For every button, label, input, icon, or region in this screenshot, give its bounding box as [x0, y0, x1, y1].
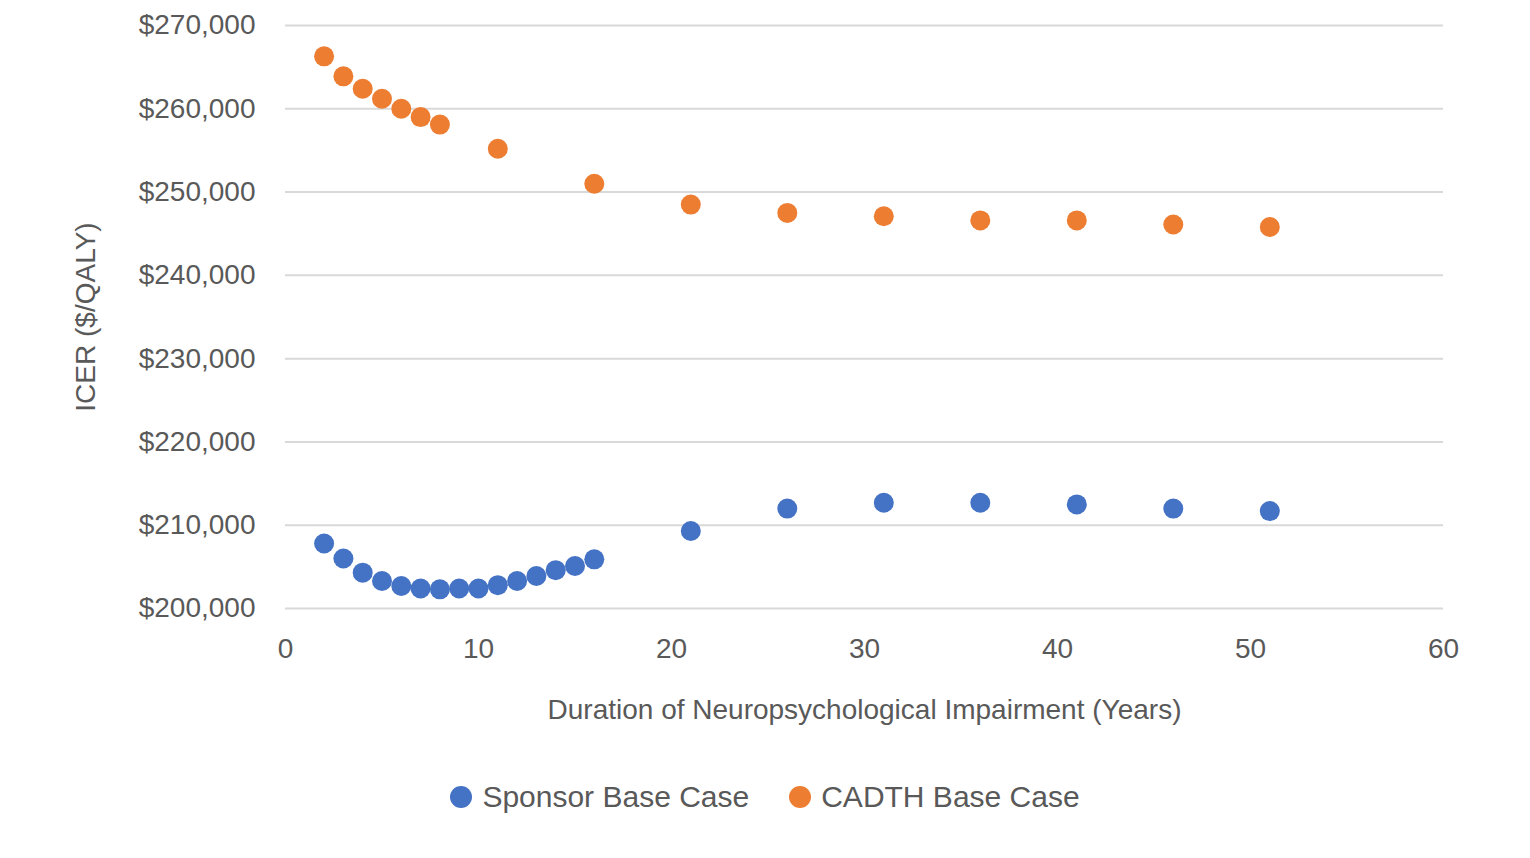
svg-text:$270,000: $270,000: [139, 9, 256, 40]
svg-text:50: 50: [1235, 633, 1266, 664]
html-text:Sponsor Base Case: Sponsor Base Case: [482, 780, 750, 813]
svg-text:$210,000: $210,000: [139, 509, 256, 540]
svg-text:$260,000: $260,000: [139, 93, 256, 124]
svg-text:$200,000: $200,000: [139, 592, 256, 623]
svg-text:60: 60: [1428, 633, 1459, 664]
svg-text:40: 40: [1042, 633, 1073, 664]
html-text:CADTH Base Case: CADTH Base Case: [821, 780, 1080, 813]
svg-text:ICER ($/QALY): ICER ($/QALY): [70, 222, 101, 411]
svg-text:$230,000: $230,000: [139, 343, 256, 374]
svg-text:30: 30: [849, 633, 880, 664]
svg-text:$240,000: $240,000: [139, 259, 256, 290]
svg-text:20: 20: [656, 633, 687, 664]
svg-text:$220,000: $220,000: [139, 426, 256, 457]
svg-text:10: 10: [463, 633, 494, 664]
svg-text:0: 0: [278, 633, 294, 664]
svg-text:Duration of Neuropsychological: Duration of Neuropsychological Impairmen…: [548, 694, 1182, 725]
svg-text:$250,000: $250,000: [139, 176, 256, 207]
